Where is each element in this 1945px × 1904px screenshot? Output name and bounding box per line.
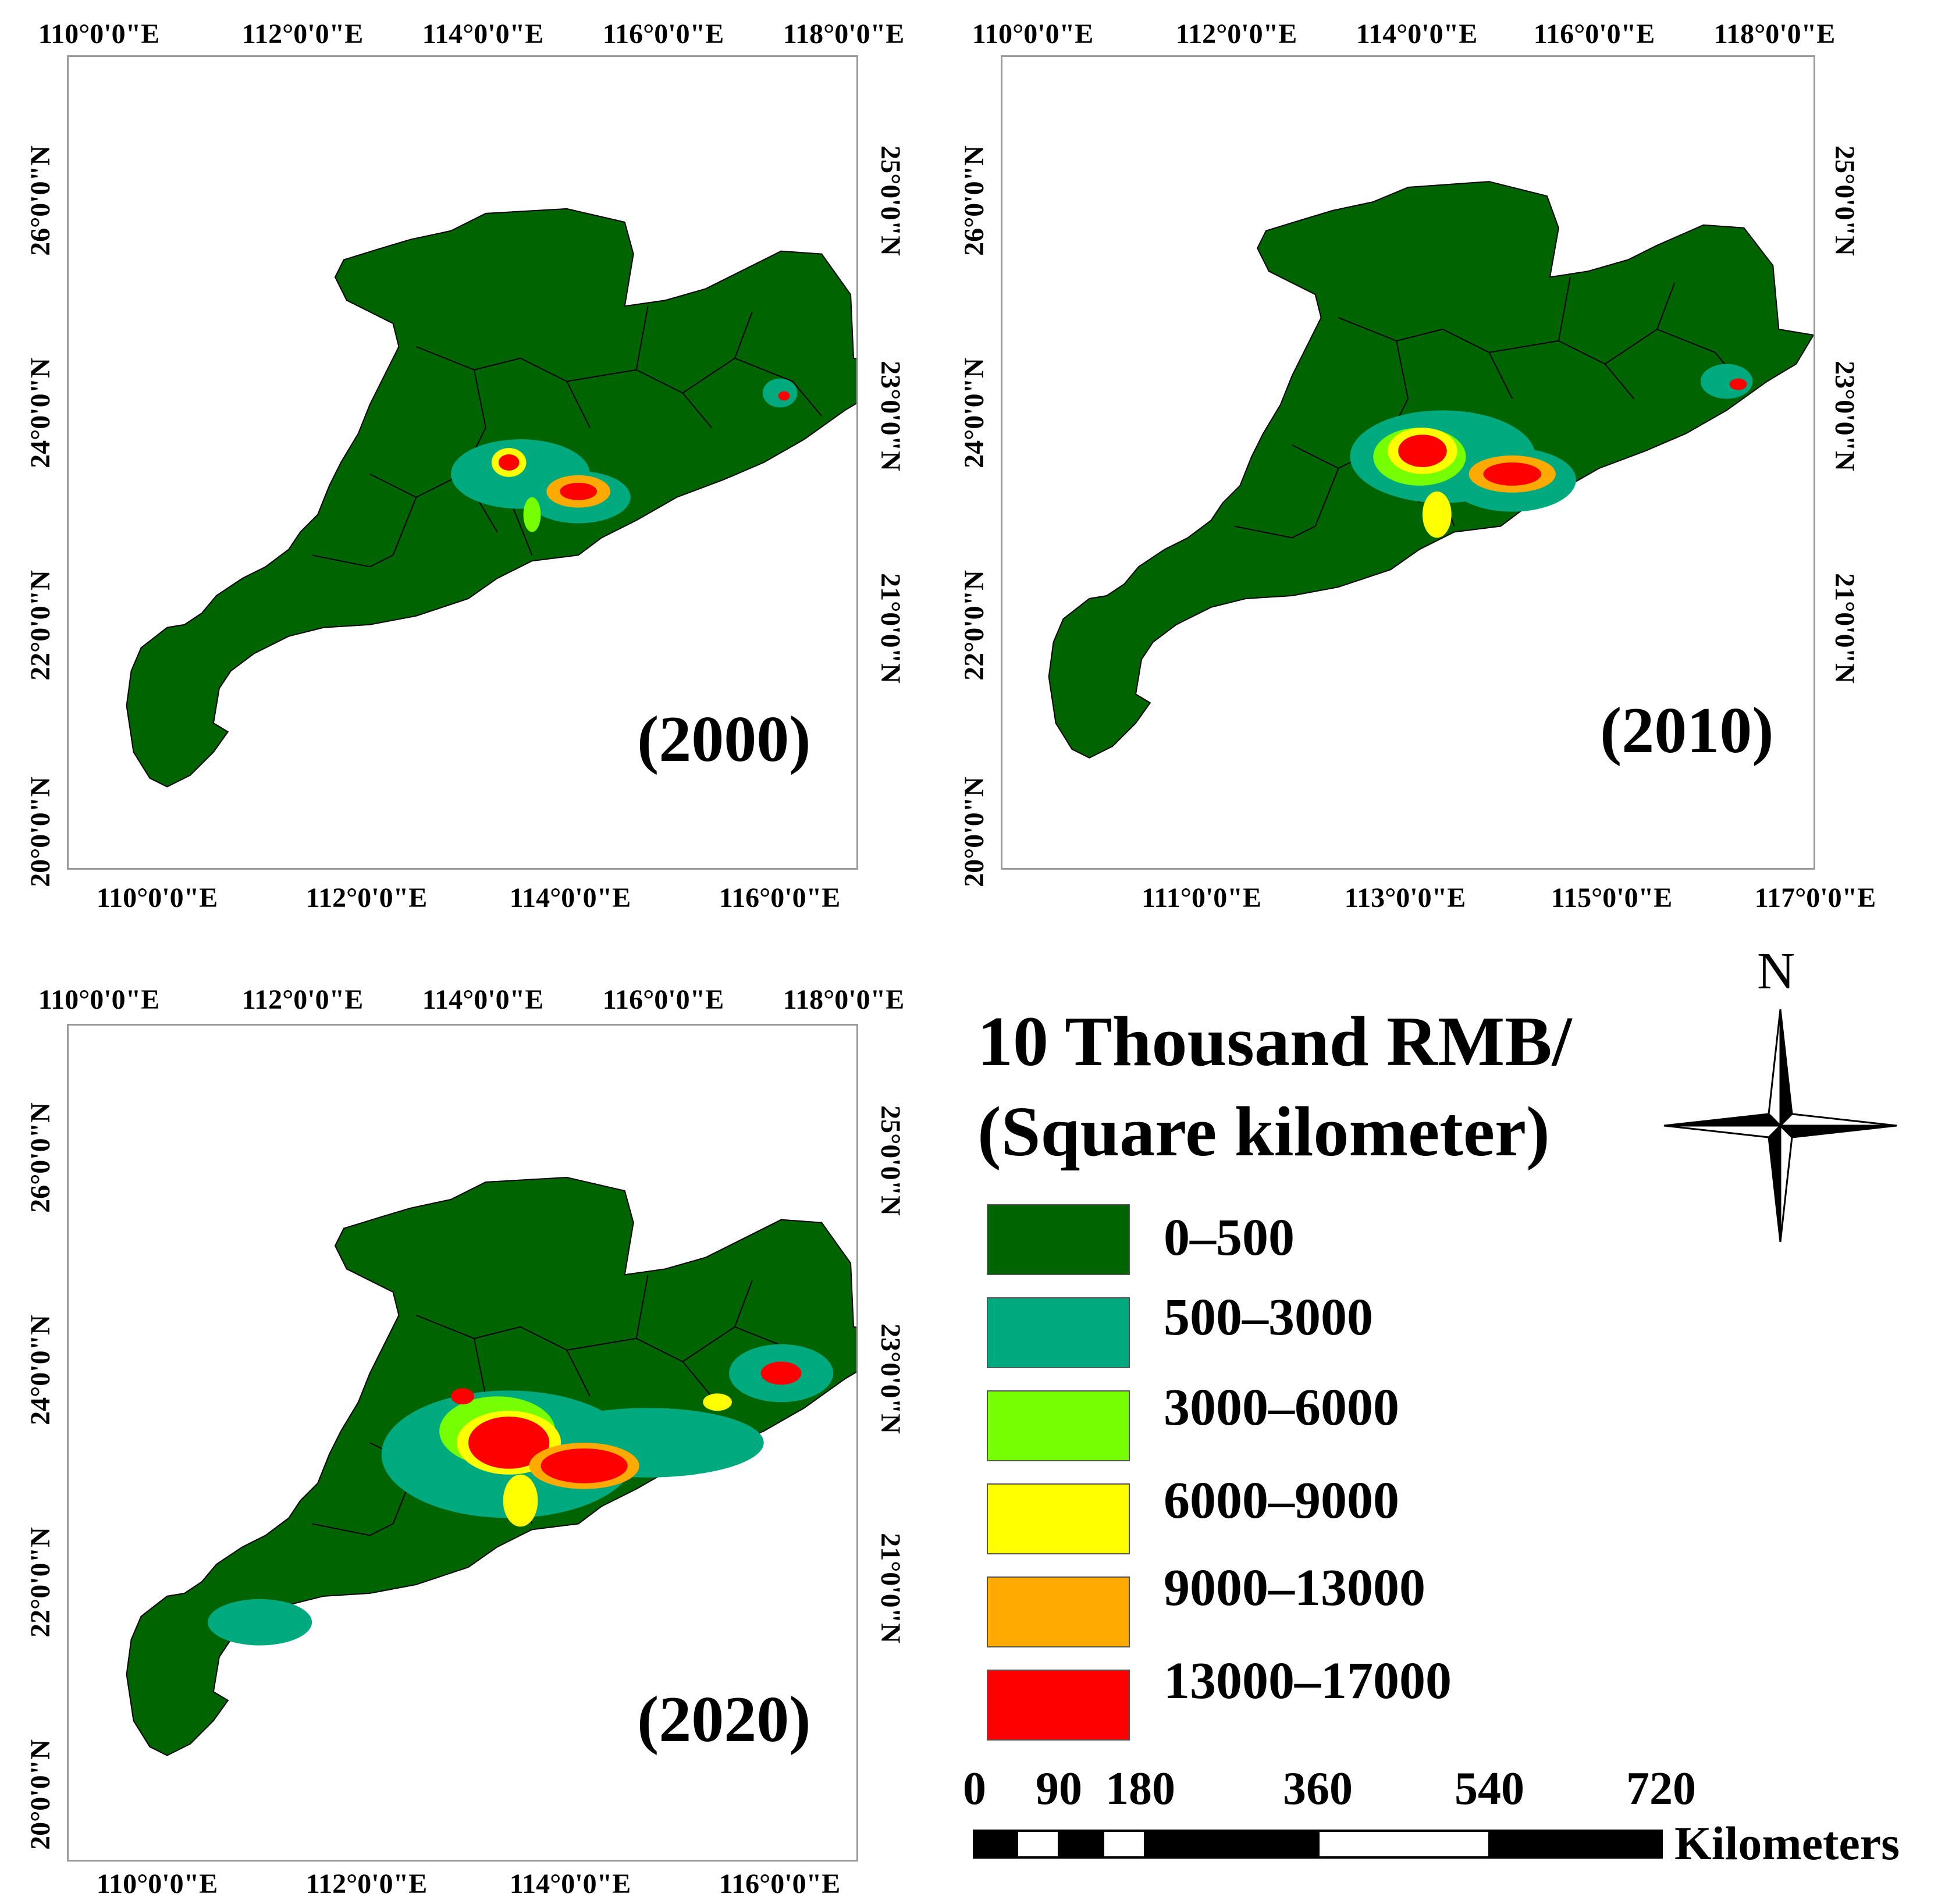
legend-swatch	[987, 1204, 1130, 1275]
scale-segment	[1317, 1830, 1491, 1859]
bottom-tick: 116°0'0"E	[719, 882, 841, 913]
left-tick: 26°0'0"N	[25, 1102, 56, 1213]
bottom-tick: 116°0'0"E	[719, 1869, 841, 1899]
top-tick: 110°0'0"E	[38, 984, 160, 1015]
year-label: (2020)	[637, 1684, 811, 1756]
map-canvas	[126, 1177, 856, 1756]
top-tick: 112°0'0"E	[241, 984, 364, 1015]
legend-title-line1: 10 Thousand RMB/	[977, 1002, 1572, 1081]
year-label: (2000)	[637, 703, 811, 775]
top-tick: 112°0'0"E	[1175, 19, 1297, 49]
north-label: N	[1757, 942, 1795, 1000]
bottom-tick: 117°0'0"E	[1754, 882, 1876, 913]
scale-segment	[1016, 1830, 1060, 1859]
right-tick: 25°0'0"N	[875, 145, 906, 256]
scale-unit: Kilometers	[1674, 1817, 1900, 1870]
legend-label: 13000–17000	[1164, 1652, 1452, 1710]
top-tick: 112°0'0"E	[241, 19, 364, 49]
top-tick: 114°0'0"E	[422, 19, 544, 49]
left-tick: 22°0'0"N	[25, 1527, 56, 1638]
bottom-tick: 110°0'0"E	[96, 1869, 218, 1899]
top-tick: 116°0'0"E	[602, 984, 724, 1015]
left-tick: 22°0'0"N	[25, 570, 56, 681]
top-tick: 116°0'0"E	[602, 19, 724, 49]
right-tick: 23°0'0"N	[1829, 361, 1860, 471]
map-frame	[67, 1024, 858, 1862]
left-tick: 26°0'0"N	[959, 145, 990, 256]
left-tick: 24°0'0"N	[25, 358, 56, 468]
legend-label: 9000–13000	[1164, 1559, 1425, 1617]
compass-icon	[1663, 1009, 1897, 1243]
scale-label: 360	[1283, 1763, 1353, 1814]
left-tick: 24°0'0"N	[25, 1315, 56, 1425]
legend-swatch	[987, 1297, 1130, 1368]
bottom-tick: 110°0'0"E	[96, 882, 218, 913]
left-tick: 20°0'0"N	[25, 777, 56, 887]
year-label: (2010)	[1600, 695, 1774, 767]
right-tick: 25°0'0"N	[1829, 145, 1860, 256]
left-tick: 20°0'0"N	[959, 777, 990, 887]
top-tick: 118°0'0"E	[783, 19, 905, 49]
right-tick: 23°0'0"N	[875, 1323, 906, 1434]
left-tick: 22°0'0"N	[959, 570, 990, 681]
scale-label: 180	[1105, 1763, 1175, 1814]
map-canvas	[126, 208, 856, 788]
right-tick: 21°0'0"N	[1829, 573, 1860, 684]
legend-title-line2: (Square kilometer)	[977, 1092, 1550, 1171]
scale-label: 540	[1455, 1763, 1524, 1814]
right-tick: 21°0'0"N	[875, 1533, 906, 1643]
scale-segment	[973, 1830, 1017, 1859]
top-tick: 114°0'0"E	[422, 984, 544, 1015]
bottom-tick: 114°0'0"E	[509, 1869, 631, 1899]
top-tick: 110°0'0"E	[972, 19, 1094, 49]
scale-label: 0	[963, 1763, 986, 1814]
right-tick: 21°0'0"N	[875, 573, 906, 684]
top-tick: 110°0'0"E	[38, 19, 160, 49]
map-frame	[1001, 55, 1815, 870]
density-overlay	[451, 378, 798, 532]
legend-swatch	[987, 1483, 1130, 1554]
top-tick: 118°0'0"E	[783, 984, 905, 1015]
scale-segment	[1102, 1830, 1146, 1859]
density-overlay	[1350, 364, 1753, 538]
legend-swatch	[987, 1576, 1130, 1647]
scale-segment	[1489, 1830, 1663, 1859]
right-tick: 23°0'0"N	[875, 361, 906, 471]
left-tick: 20°0'0"N	[25, 1739, 56, 1850]
bottom-tick: 113°0'0"E	[1344, 882, 1466, 913]
scale-label: 90	[1036, 1763, 1082, 1814]
scale-segment	[1145, 1830, 1318, 1859]
bottom-tick: 112°0'0"E	[305, 1869, 428, 1899]
density-overlay	[207, 1344, 834, 1646]
legend-swatch	[987, 1670, 1130, 1741]
legend-label: 0–500	[1164, 1209, 1295, 1266]
bottom-tick: 112°0'0"E	[305, 882, 428, 913]
top-tick: 116°0'0"E	[1533, 19, 1655, 49]
scale-label: 720	[1626, 1763, 1696, 1814]
bottom-tick: 114°0'0"E	[509, 882, 631, 913]
top-tick: 114°0'0"E	[1356, 19, 1478, 49]
left-tick: 24°0'0"N	[959, 358, 990, 468]
map-frame	[67, 55, 858, 870]
right-tick: 25°0'0"N	[875, 1105, 906, 1216]
legend-label: 6000–9000	[1164, 1472, 1399, 1529]
legend-swatch	[987, 1390, 1130, 1461]
bottom-tick: 111°0'0"E	[1142, 882, 1261, 913]
top-tick: 118°0'0"E	[1713, 19, 1836, 49]
left-tick: 26°0'0"N	[25, 145, 56, 256]
bottom-tick: 115°0'0"E	[1551, 882, 1673, 913]
map-canvas	[1048, 181, 1814, 759]
legend-label: 3000–6000	[1164, 1379, 1399, 1436]
scale-segment	[1059, 1830, 1103, 1859]
legend-label: 500–3000	[1164, 1289, 1373, 1346]
